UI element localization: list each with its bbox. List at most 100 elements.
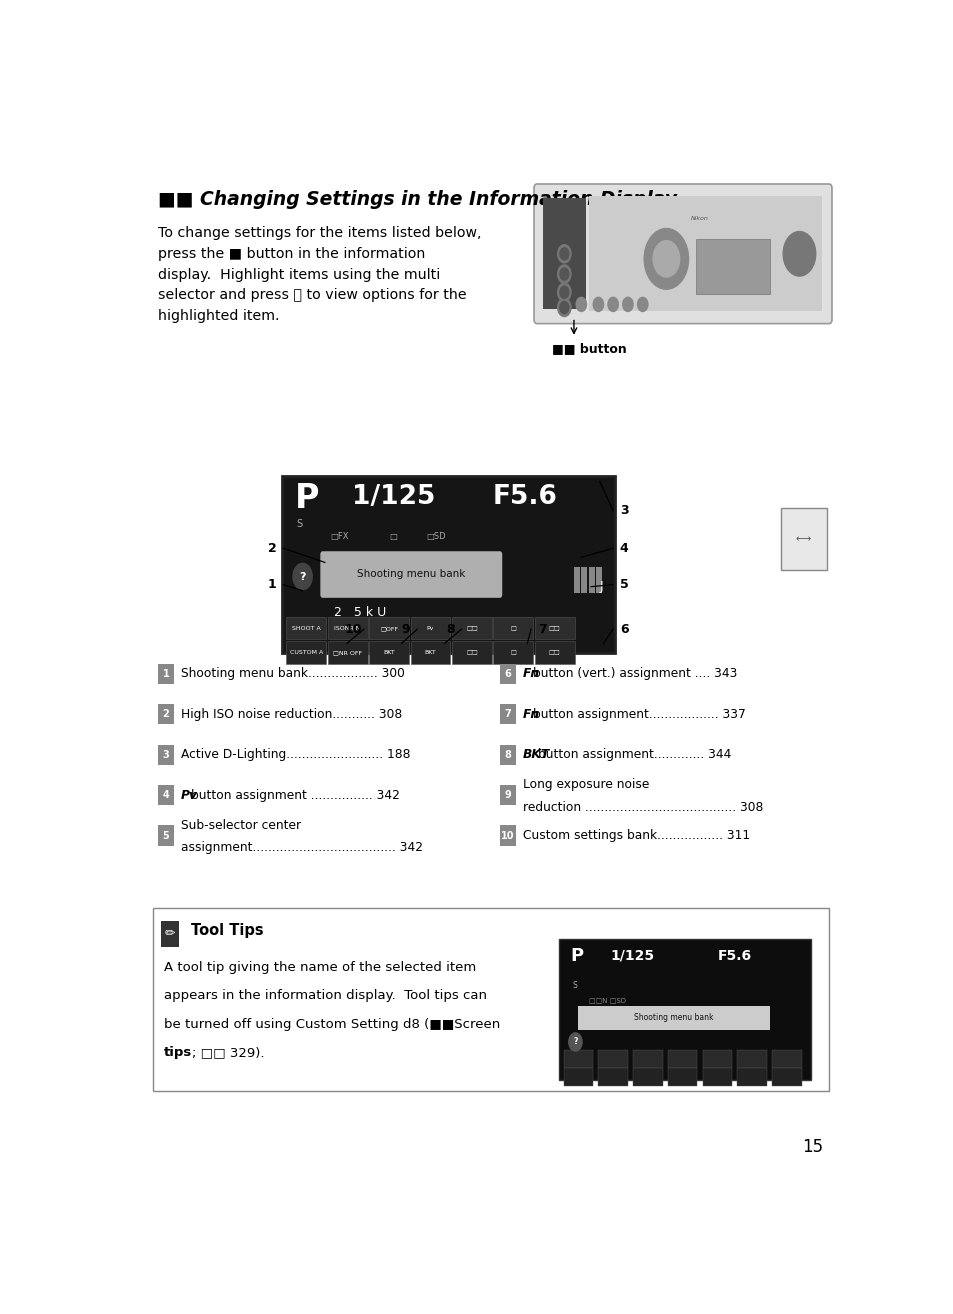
Text: 1/125: 1/125 [610, 949, 655, 963]
Bar [563, 1050, 593, 1068]
Bar [580, 568, 587, 593]
Text: 4: 4 [619, 541, 628, 555]
Text: 10: 10 [344, 623, 361, 636]
Circle shape [622, 297, 633, 311]
Text: ■■ Changing Settings in the Information Display: ■■ Changing Settings in the Information … [157, 191, 676, 209]
Text: ISONR N: ISONR N [335, 625, 360, 631]
Text: □□: □□ [548, 625, 560, 631]
Text: 1: 1 [268, 578, 276, 591]
Bar [157, 664, 173, 683]
Text: P: P [294, 482, 319, 515]
Text: □□N □SD: □□N □SD [588, 997, 625, 1004]
Text: ; □□ 329).: ; □□ 329). [192, 1046, 264, 1059]
Text: ✏: ✏ [165, 928, 175, 941]
Bar [598, 1050, 627, 1068]
Text: be turned off using Custom Setting d8 (■■Screen: be turned off using Custom Setting d8 (■… [164, 1017, 499, 1030]
Text: 5: 5 [162, 830, 169, 841]
Text: □: □ [389, 532, 396, 541]
Text: J: J [598, 579, 602, 593]
Text: ?: ? [573, 1038, 577, 1046]
Text: 9: 9 [504, 790, 511, 800]
Text: □FX: □FX [330, 532, 348, 541]
Bar [563, 1068, 593, 1087]
Bar [596, 568, 601, 593]
Text: CUSTOM A: CUSTOM A [290, 650, 323, 654]
Bar [410, 618, 450, 640]
Text: BKT: BKT [522, 748, 550, 761]
Bar [369, 618, 409, 640]
Text: 3: 3 [619, 505, 628, 518]
Text: Active D-Lighting......................... 188: Active D-Lighting.......................… [180, 748, 410, 761]
Bar [161, 921, 179, 947]
Text: 6: 6 [619, 623, 628, 636]
Circle shape [653, 240, 679, 277]
Bar [771, 1050, 801, 1068]
Text: □: □ [510, 650, 516, 654]
Text: □NR OFF: □NR OFF [333, 650, 362, 654]
Text: 6: 6 [504, 669, 511, 679]
Text: Custom settings bank................. 311: Custom settings bank................. 31… [522, 829, 749, 842]
Text: BKT: BKT [424, 650, 436, 654]
Bar [499, 784, 516, 805]
Bar [737, 1068, 766, 1087]
Text: 8: 8 [446, 623, 455, 636]
Bar [781, 507, 826, 570]
Bar [157, 745, 173, 765]
Text: Shooting menu bank.................. 300: Shooting menu bank.................. 300 [180, 668, 404, 681]
Bar [410, 641, 450, 664]
FancyBboxPatch shape [534, 184, 831, 323]
Text: tips: tips [164, 1046, 192, 1059]
Text: □: □ [510, 625, 516, 631]
Text: Fn: Fn [522, 708, 539, 720]
Circle shape [637, 297, 647, 311]
Text: ←→: ←→ [795, 533, 811, 544]
Text: Pv: Pv [180, 788, 197, 802]
FancyBboxPatch shape [320, 552, 501, 598]
Text: button assignment ................ 342: button assignment ................ 342 [191, 788, 399, 802]
Bar [667, 1050, 697, 1068]
Bar [282, 477, 614, 653]
Bar [157, 704, 173, 724]
Text: 10: 10 [501, 830, 515, 841]
Bar [667, 1068, 697, 1087]
Text: □SD: □SD [426, 532, 445, 541]
Text: Tool Tips: Tool Tips [191, 924, 263, 938]
Bar [633, 1068, 662, 1087]
Bar [493, 641, 533, 664]
Text: 2: 2 [268, 541, 276, 555]
Text: □□: □□ [466, 650, 477, 654]
Text: F5.6: F5.6 [718, 949, 752, 963]
Bar [452, 641, 492, 664]
Bar [588, 568, 594, 593]
Bar [701, 1068, 731, 1087]
Text: 9: 9 [401, 623, 410, 636]
Text: appears in the information display.  Tool tips can: appears in the information display. Tool… [164, 989, 486, 1003]
Text: Sub-selector center: Sub-selector center [180, 819, 300, 832]
Text: 1/125: 1/125 [352, 485, 436, 510]
Bar [558, 938, 810, 1080]
Circle shape [559, 301, 568, 314]
Text: ■■ button: ■■ button [551, 342, 626, 355]
Text: Shooting menu bank: Shooting menu bank [634, 1013, 713, 1022]
Text: assignment..................................... 342: assignment..............................… [180, 841, 422, 854]
Bar [369, 641, 409, 664]
Text: 1: 1 [162, 669, 169, 679]
Text: A tool tip giving the name of the selected item: A tool tip giving the name of the select… [164, 961, 476, 974]
Text: S: S [572, 982, 577, 991]
Circle shape [593, 297, 603, 311]
Text: □□: □□ [548, 650, 560, 654]
Text: P: P [570, 947, 583, 964]
Bar [286, 618, 326, 640]
Bar [493, 618, 533, 640]
Text: F5.6: F5.6 [492, 485, 557, 510]
Bar [535, 618, 574, 640]
Bar [577, 1005, 769, 1030]
Bar [588, 196, 821, 311]
Text: BKT: BKT [383, 650, 395, 654]
Text: reduction ....................................... 308: reduction ..............................… [522, 800, 762, 813]
Circle shape [559, 286, 568, 298]
Circle shape [558, 265, 571, 283]
Text: Long exposure noise: Long exposure noise [522, 778, 649, 791]
Circle shape [643, 229, 688, 289]
Bar [574, 568, 579, 593]
